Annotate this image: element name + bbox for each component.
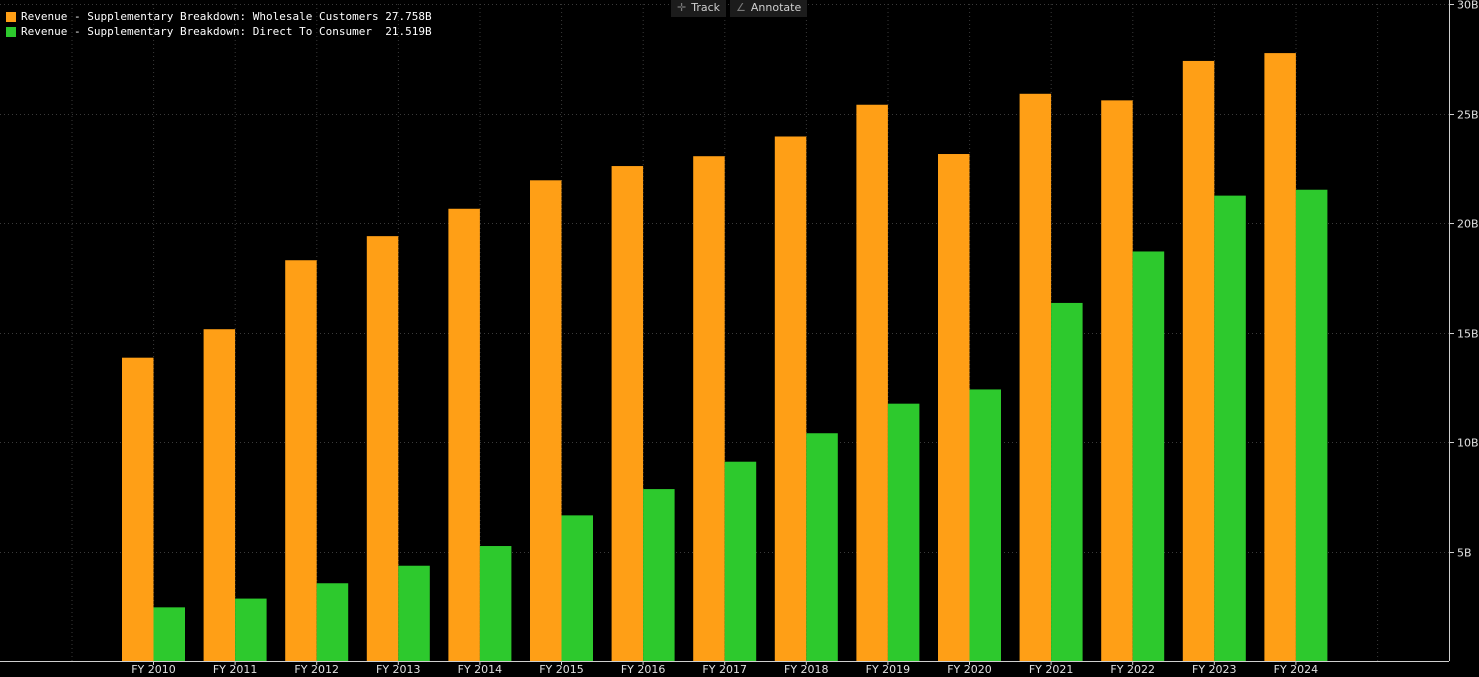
- bar-wholesale-fy-2019: [856, 104, 888, 662]
- bar-direct-fy-2013: [398, 565, 430, 661]
- legend-swatch-wholesale: [6, 11, 16, 22]
- x-tick-label: FY 2014: [458, 663, 503, 676]
- legend-value-direct: 21.519B: [385, 25, 432, 38]
- bar-wholesale-fy-2023: [1182, 60, 1215, 661]
- y-tick-label: 30B: [1457, 0, 1479, 12]
- bar-wholesale-fy-2016: [611, 166, 644, 661]
- legend: Revenue - Supplementary Breakdown: Whole…: [6, 9, 432, 39]
- x-tick-label: FY 2023: [1192, 663, 1237, 676]
- bar-direct-fy-2023: [1214, 195, 1246, 661]
- y-tick-label: 25B: [1457, 109, 1479, 122]
- x-tick-label: FY 2012: [294, 663, 339, 676]
- x-tick-label: FY 2010: [131, 663, 176, 676]
- bar-wholesale-fy-2021: [1019, 93, 1052, 662]
- bar-direct-fy-2016: [643, 489, 675, 661]
- x-tick-label: FY 2015: [539, 663, 584, 676]
- legend-value-wholesale: 27.758B: [385, 10, 432, 23]
- y-tick-label: 20B: [1457, 218, 1479, 231]
- pencil-icon: ∠: [736, 1, 746, 14]
- annotate-label: Annotate: [750, 1, 802, 14]
- y-tick-label: 15B: [1457, 328, 1479, 341]
- legend-label-wholesale: Revenue - Supplementary Breakdown: Whole…: [21, 10, 379, 23]
- x-tick-label: FY 2020: [947, 663, 992, 676]
- bar-direct-fy-2021: [1051, 302, 1083, 661]
- legend-item-direct[interactable]: Revenue - Supplementary Breakdown: Direc…: [6, 24, 432, 39]
- legend-swatch-direct: [6, 26, 16, 37]
- annotate-button[interactable]: ∠ Annotate: [730, 0, 808, 17]
- x-tick-label: FY 2022: [1110, 663, 1155, 676]
- bar-wholesale-fy-2017: [693, 156, 725, 661]
- bar-direct-fy-2020: [969, 389, 1001, 661]
- bar-wholesale-fy-2014: [448, 208, 480, 661]
- bar-wholesale-fy-2012: [285, 260, 317, 661]
- x-tick-label: FY 2016: [621, 663, 666, 676]
- y-tick-label: 5B: [1457, 547, 1472, 560]
- bar-direct-fy-2015: [561, 515, 593, 661]
- chart-toolbar: ✛ Track ∠ Annotate: [671, 0, 808, 17]
- legend-item-wholesale[interactable]: Revenue - Supplementary Breakdown: Whole…: [6, 9, 432, 24]
- bar-direct-fy-2012: [316, 583, 349, 661]
- bar-direct-fy-2011: [235, 598, 267, 661]
- bar-direct-fy-2017: [724, 461, 757, 661]
- bar-wholesale-fy-2018: [774, 136, 807, 661]
- track-label: Track: [691, 1, 721, 14]
- bar-direct-fy-2022: [1132, 251, 1165, 661]
- x-tick-label: FY 2011: [213, 663, 258, 676]
- crosshair-icon: ✛: [677, 1, 687, 14]
- legend-label-direct: Revenue - Supplementary Breakdown: Direc…: [21, 25, 379, 38]
- bar-wholesale-fy-2013: [366, 236, 399, 661]
- bar-direct-fy-2014: [479, 546, 512, 661]
- track-button[interactable]: ✛ Track: [671, 0, 727, 17]
- y-tick-label: 10B: [1457, 437, 1479, 450]
- bar-wholesale-fy-2010: [122, 357, 154, 661]
- x-tick-label: FY 2021: [1029, 663, 1074, 676]
- bar-wholesale-fy-2020: [938, 154, 970, 661]
- bar-direct-fy-2019: [887, 403, 920, 661]
- bar-wholesale-fy-2024: [1264, 53, 1296, 662]
- x-tick-label: FY 2013: [376, 663, 421, 676]
- x-tick-label: FY 2017: [702, 663, 747, 676]
- bar-wholesale-fy-2022: [1101, 100, 1133, 662]
- x-tick-label: FY 2024: [1274, 663, 1319, 676]
- bar-wholesale-fy-2011: [203, 329, 236, 661]
- x-tick-label: FY 2018: [784, 663, 829, 676]
- bar-direct-fy-2010: [153, 607, 185, 661]
- bar-wholesale-fy-2015: [530, 180, 562, 662]
- bar-direct-fy-2024: [1295, 189, 1328, 662]
- bar-direct-fy-2018: [806, 433, 838, 661]
- x-tick-label: FY 2019: [866, 663, 911, 676]
